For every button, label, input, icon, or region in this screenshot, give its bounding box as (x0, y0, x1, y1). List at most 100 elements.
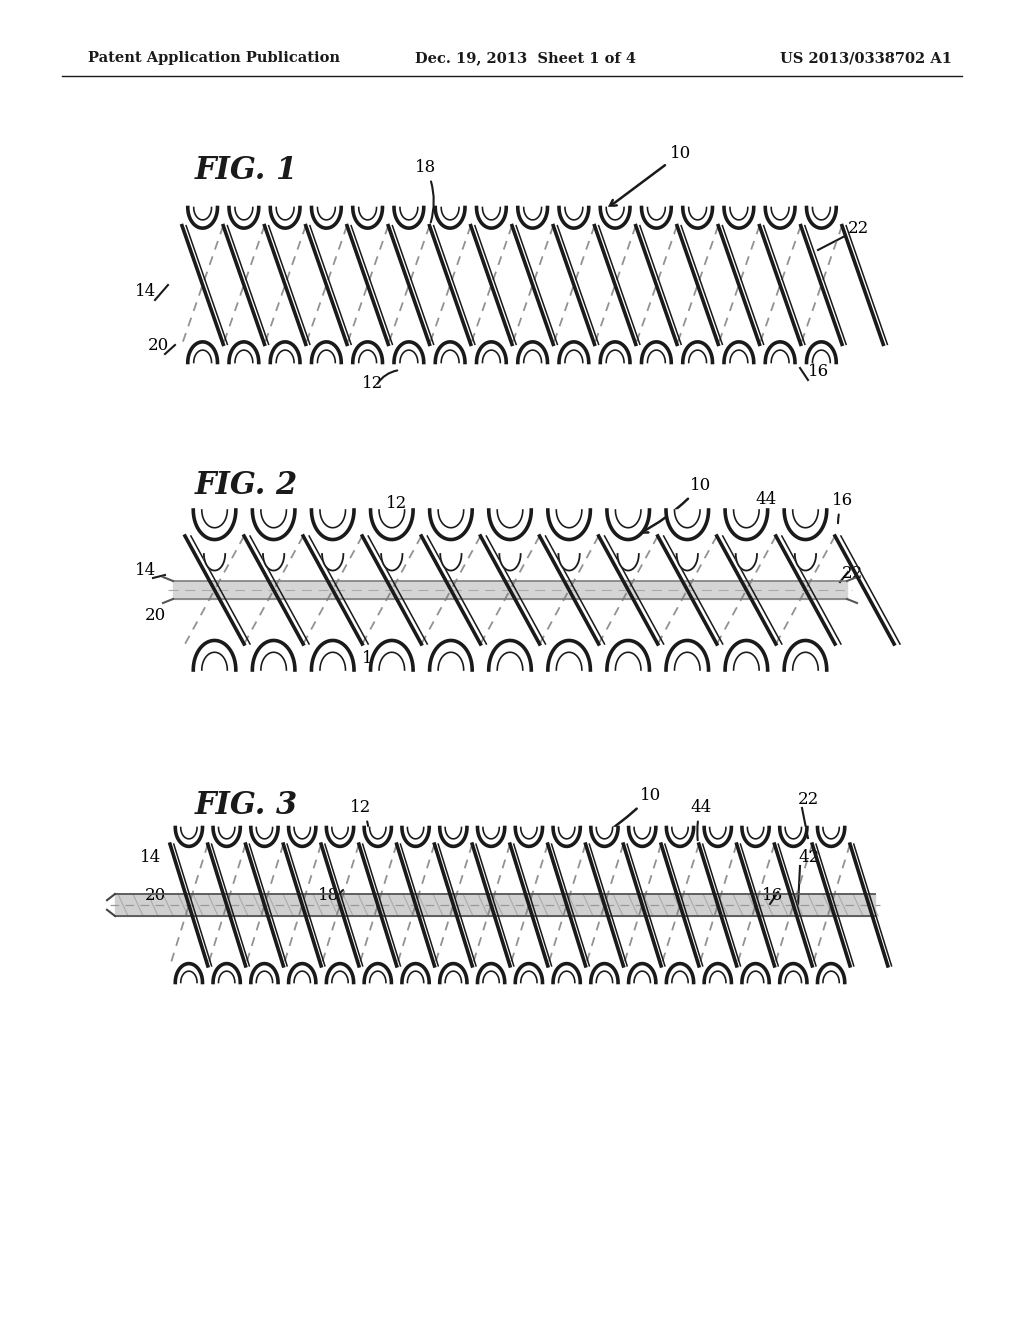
Polygon shape (600, 207, 630, 228)
Polygon shape (591, 828, 618, 846)
Polygon shape (817, 964, 845, 982)
Text: 16: 16 (762, 887, 783, 904)
Polygon shape (667, 828, 693, 846)
Polygon shape (435, 207, 465, 228)
Polygon shape (251, 964, 279, 982)
Polygon shape (402, 964, 429, 982)
Polygon shape (558, 554, 580, 570)
Polygon shape (439, 964, 467, 982)
Text: 10: 10 (601, 787, 662, 837)
Polygon shape (251, 828, 279, 846)
Polygon shape (742, 828, 769, 846)
Text: 22: 22 (798, 791, 819, 808)
Polygon shape (229, 342, 259, 363)
Text: 22: 22 (842, 565, 863, 582)
Polygon shape (365, 828, 391, 846)
Polygon shape (559, 342, 589, 363)
Polygon shape (439, 828, 467, 846)
Text: 12: 12 (362, 375, 383, 392)
Text: FIG. 1: FIG. 1 (195, 154, 298, 186)
Polygon shape (705, 964, 731, 982)
Polygon shape (194, 510, 236, 540)
Polygon shape (327, 964, 353, 982)
Polygon shape (204, 554, 225, 570)
Polygon shape (641, 342, 671, 363)
Polygon shape (263, 554, 285, 570)
Polygon shape (311, 640, 354, 671)
Polygon shape (518, 207, 548, 228)
Polygon shape (270, 342, 300, 363)
Polygon shape (289, 828, 315, 846)
Polygon shape (591, 964, 618, 982)
Text: 10: 10 (609, 145, 691, 207)
Polygon shape (548, 510, 591, 540)
Polygon shape (394, 207, 424, 228)
Polygon shape (666, 510, 709, 540)
Text: 20: 20 (148, 337, 169, 354)
Polygon shape (476, 207, 506, 228)
Polygon shape (817, 828, 845, 846)
Polygon shape (353, 342, 383, 363)
Polygon shape (229, 207, 259, 228)
Text: 10: 10 (641, 477, 712, 532)
Polygon shape (371, 510, 413, 540)
Polygon shape (213, 828, 241, 846)
Polygon shape (617, 554, 639, 570)
Polygon shape (515, 964, 543, 982)
Text: 16: 16 (831, 492, 853, 523)
Text: 14: 14 (135, 282, 157, 300)
Polygon shape (476, 342, 506, 363)
Polygon shape (323, 554, 343, 570)
Polygon shape (500, 554, 520, 570)
Text: 18: 18 (362, 649, 383, 667)
Polygon shape (553, 828, 581, 846)
Polygon shape (187, 342, 217, 363)
Polygon shape (607, 640, 649, 671)
Polygon shape (548, 640, 591, 671)
Text: 14: 14 (135, 562, 157, 579)
Polygon shape (559, 207, 589, 228)
Polygon shape (194, 640, 236, 671)
Polygon shape (779, 964, 807, 982)
Text: 18: 18 (415, 158, 436, 222)
Polygon shape (187, 207, 217, 228)
Polygon shape (553, 964, 581, 982)
Polygon shape (270, 207, 300, 228)
Polygon shape (477, 828, 505, 846)
Polygon shape (779, 828, 807, 846)
Polygon shape (488, 510, 531, 540)
Text: 12: 12 (386, 495, 408, 527)
Polygon shape (705, 828, 731, 846)
Polygon shape (175, 964, 203, 982)
Text: 20: 20 (145, 887, 166, 904)
Polygon shape (311, 207, 341, 228)
Text: FIG. 2: FIG. 2 (195, 470, 298, 502)
Polygon shape (365, 964, 391, 982)
Polygon shape (515, 828, 543, 846)
Polygon shape (666, 640, 709, 671)
Polygon shape (430, 510, 472, 540)
Polygon shape (641, 207, 671, 228)
Polygon shape (725, 640, 768, 671)
Polygon shape (381, 554, 402, 570)
Text: Dec. 19, 2013  Sheet 1 of 4: Dec. 19, 2013 Sheet 1 of 4 (415, 51, 636, 65)
Polygon shape (518, 342, 548, 363)
Polygon shape (311, 510, 354, 540)
Text: 44: 44 (755, 491, 776, 525)
Polygon shape (742, 964, 769, 982)
Polygon shape (402, 828, 429, 846)
Polygon shape (213, 964, 241, 982)
Polygon shape (600, 342, 630, 363)
Text: 12: 12 (350, 799, 372, 837)
Polygon shape (784, 510, 826, 540)
Text: Patent Application Publication: Patent Application Publication (88, 51, 340, 65)
Polygon shape (677, 554, 698, 570)
Polygon shape (371, 640, 413, 671)
Polygon shape (440, 554, 462, 570)
Polygon shape (327, 828, 353, 846)
Polygon shape (629, 964, 655, 982)
Polygon shape (629, 828, 655, 846)
Text: 16: 16 (808, 363, 829, 380)
Polygon shape (784, 640, 826, 671)
Text: 44: 44 (690, 799, 712, 841)
